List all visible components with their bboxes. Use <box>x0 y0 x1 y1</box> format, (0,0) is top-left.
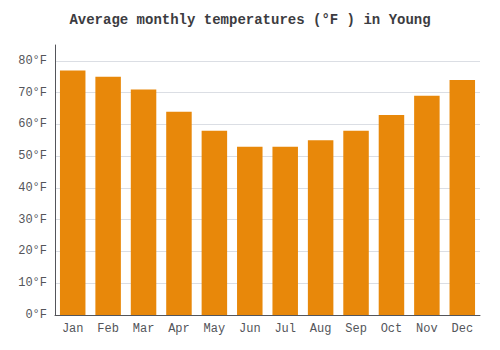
svg-text:Dec: Dec <box>451 322 473 336</box>
svg-text:Feb: Feb <box>97 322 119 336</box>
svg-text:80°F: 80°F <box>18 54 47 68</box>
svg-text:Nov: Nov <box>416 322 438 336</box>
svg-text:Jul: Jul <box>274 322 296 336</box>
svg-text:60°F: 60°F <box>18 117 47 131</box>
svg-text:0°F: 0°F <box>25 308 47 322</box>
svg-text:10°F: 10°F <box>18 276 47 290</box>
svg-text:Jun: Jun <box>239 322 261 336</box>
svg-text:Oct: Oct <box>381 322 403 336</box>
svg-text:50°F: 50°F <box>18 149 47 163</box>
svg-text:Sep: Sep <box>345 322 367 336</box>
svg-text:Average monthly temperatures (: Average monthly temperatures (°F ) in Yo… <box>69 12 430 28</box>
svg-text:May: May <box>204 322 226 336</box>
svg-text:Aug: Aug <box>310 322 332 336</box>
svg-text:20°F: 20°F <box>18 244 47 258</box>
svg-text:Apr: Apr <box>168 322 190 336</box>
svg-text:40°F: 40°F <box>18 181 47 195</box>
svg-text:Jan: Jan <box>62 322 84 336</box>
svg-text:70°F: 70°F <box>18 86 47 100</box>
svg-text:30°F: 30°F <box>18 213 47 227</box>
svg-text:Mar: Mar <box>133 322 155 336</box>
